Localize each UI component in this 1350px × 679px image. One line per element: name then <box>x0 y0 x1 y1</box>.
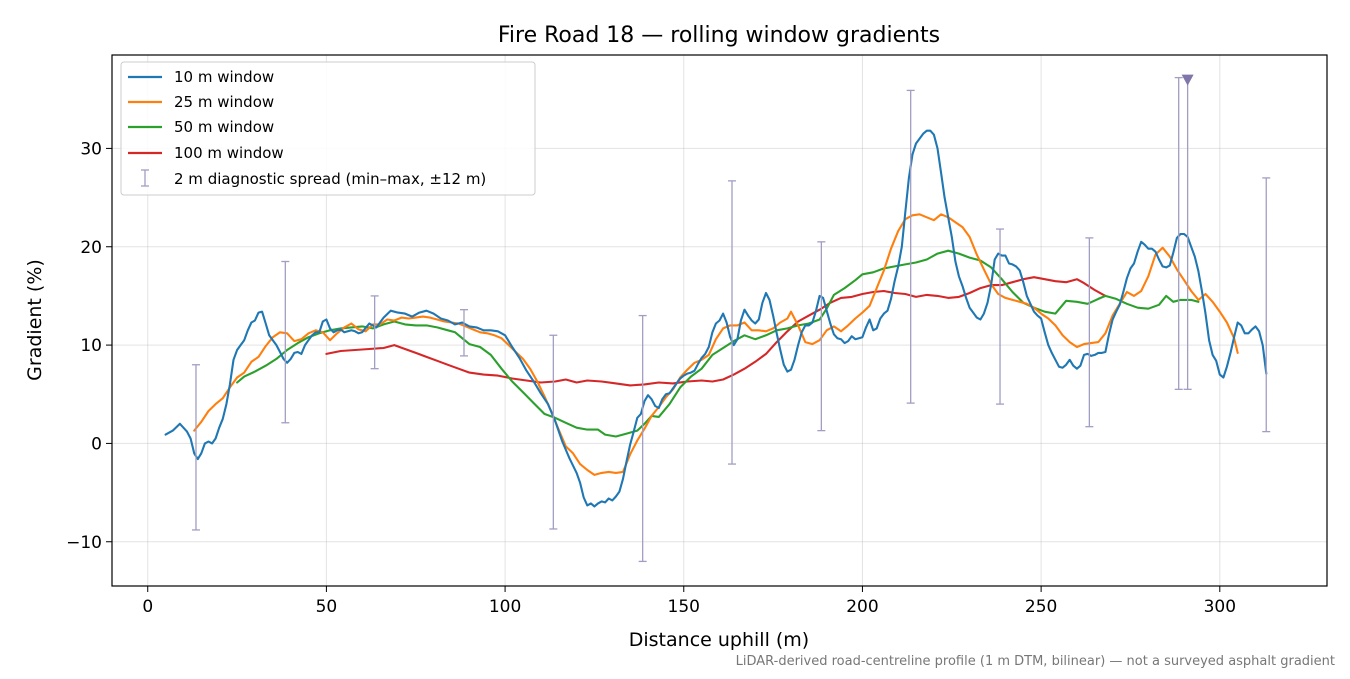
legend-label-25m: 25 m window <box>174 93 274 111</box>
legend: 10 m window 25 m window 50 m window 100 … <box>120 61 536 196</box>
diagnostic-spread-bar <box>370 295 379 370</box>
diagnostic-spread-bar <box>191 364 200 531</box>
x-tick-label: 0 <box>142 597 153 617</box>
diagnostic-spread-bar <box>996 228 1005 405</box>
legend-swatch-diagnostic-spread <box>141 169 149 187</box>
diagnostic-spread-bar <box>549 334 558 530</box>
x-tick-label: 300 <box>1204 597 1236 617</box>
diagnostic-spread-bar <box>638 314 647 563</box>
x-tick-label: 200 <box>846 597 878 617</box>
clipped-range-marker <box>1181 74 1194 86</box>
series-lines <box>164 129 1268 508</box>
diagnostic-spread-bar <box>1174 76 1183 390</box>
diagnostic-spread-bar <box>906 89 915 404</box>
series-line-10-m-window <box>164 129 1268 508</box>
diagnostic-spread-bar <box>728 180 737 465</box>
x-tick-label: 100 <box>489 597 521 617</box>
x-tick-label: 250 <box>1025 597 1057 617</box>
x-tick-label: 50 <box>316 597 338 617</box>
y-tick-label: −10 <box>66 533 102 553</box>
chart-title: Fire Road 18 — rolling window gradients <box>498 23 940 48</box>
legend-label-10m: 10 m window <box>174 68 274 86</box>
footnote: LiDAR-derived road-centreline profile (1… <box>736 654 1335 669</box>
x-tick-label: 150 <box>668 597 700 617</box>
x-axis-ticks: 0 50 100 150 200 250 300 <box>142 586 1236 617</box>
diagnostic-spread-bar <box>1262 177 1271 433</box>
y-tick-label: 10 <box>80 336 102 356</box>
diagnostic-spread-bar <box>459 309 468 357</box>
diagnostic-spread-bar <box>817 241 826 432</box>
y-tick-label: 20 <box>80 238 102 258</box>
diagnostic-spread-bars <box>191 74 1271 563</box>
legend-label-50m: 50 m window <box>174 118 274 136</box>
diagnostic-spread-bar <box>281 260 290 424</box>
y-tick-label: 0 <box>91 434 102 454</box>
series-line-100-m-window <box>325 276 1107 387</box>
y-tick-label: 30 <box>80 139 102 159</box>
series-line-25-m-window <box>193 213 1239 476</box>
axes-frame <box>111 54 1328 587</box>
legend-label-diagnostic-spread: 2 m diagnostic spread (min–max, ±12 m) <box>174 170 486 188</box>
y-axis-ticks: −10 0 10 20 30 <box>66 139 112 553</box>
series-line-50-m-window <box>236 249 1200 438</box>
legend-frame <box>120 61 536 196</box>
legend-label-100m: 100 m window <box>174 144 284 162</box>
x-axis-label: Distance uphill (m) <box>629 629 809 651</box>
diagnostic-spread-bar <box>1085 237 1094 428</box>
y-axis-label: Gradient (%) <box>24 259 46 381</box>
